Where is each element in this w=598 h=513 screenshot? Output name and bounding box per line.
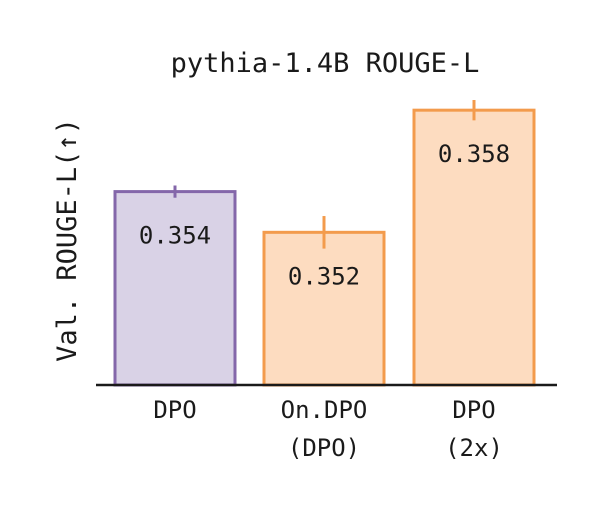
bar-1: [113, 190, 237, 387]
bar-2: [262, 230, 386, 387]
x-tick-labels: DPO On.DPO (DPO) DPO (2x): [153, 396, 503, 462]
bars-group: 0.354 0.352 0.358: [113, 100, 536, 387]
data-label-3: 0.358: [438, 140, 510, 168]
x-tick-label-3-line-1: DPO: [452, 396, 495, 424]
x-tick-label-2-line-2: (DPO): [288, 434, 360, 462]
x-tick-label-2-line-1: On.DPO: [281, 396, 368, 424]
data-label-2: 0.352: [288, 262, 360, 290]
y-axis-label: Val. ROUGE-L(↑): [52, 118, 83, 362]
x-tick-label-3-line-2: (2x): [445, 434, 503, 462]
data-label-1: 0.354: [139, 222, 211, 250]
x-tick-label-1-line-1: DPO: [153, 396, 196, 424]
chart-title: pythia-1.4B ROUGE-L: [171, 48, 480, 79]
